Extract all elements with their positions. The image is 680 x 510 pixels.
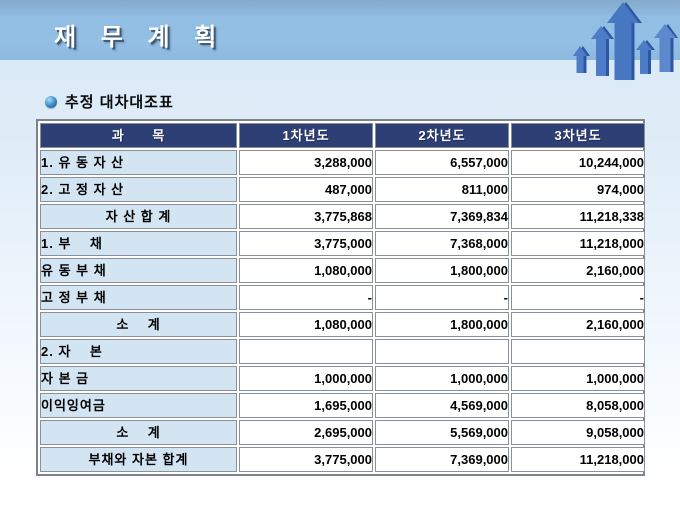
row-label: 이익잉여금 (40, 393, 237, 418)
table-row-liabilities-subtotal: 소 계 1,080,000 1,800,000 2,160,000 (40, 312, 645, 337)
table-row: 고 정 부 채 - - - (40, 285, 645, 310)
cell-value: 1,695,000 (239, 393, 373, 418)
cell-value: 2,160,000 (511, 312, 645, 337)
cell-value: - (239, 285, 373, 310)
cell-value (511, 339, 645, 364)
table-row: 자 본 금 1,000,000 1,000,000 1,000,000 (40, 366, 645, 391)
cell-value (375, 339, 509, 364)
growth-arrows-icon (573, 2, 678, 80)
cell-value: 1,800,000 (375, 312, 509, 337)
row-label: 유 동 부 채 (40, 258, 237, 283)
cell-value: 7,369,000 (375, 447, 509, 472)
table-header-row: 과 목 1차년도 2차년도 3차년도 (40, 123, 645, 148)
sphere-bullet-icon (45, 95, 57, 108)
cell-value: 487,000 (239, 177, 373, 202)
row-label: 소 계 (40, 420, 237, 445)
table-row: 2. 고 정 자 산 487,000 811,000 974,000 (40, 177, 645, 202)
row-label: 2. 자 본 (40, 339, 237, 364)
column-header-year1: 1차년도 (239, 123, 373, 148)
cell-value: 2,160,000 (511, 258, 645, 283)
row-label: 소 계 (40, 312, 237, 337)
table-row: 2. 자 본 (40, 339, 645, 364)
cell-value: 1,000,000 (375, 366, 509, 391)
cell-value: 1,080,000 (239, 258, 373, 283)
table-row: 유 동 부 채 1,080,000 1,800,000 2,160,000 (40, 258, 645, 283)
row-label: 1. 부 채 (40, 231, 237, 256)
cell-value: 2,695,000 (239, 420, 373, 445)
row-label: 1. 유 동 자 산 (40, 150, 237, 175)
row-label: 부채와 자본 합계 (40, 447, 237, 472)
cell-value: - (511, 285, 645, 310)
section-header: 추정 대차대조표 (45, 91, 174, 112)
cell-value: 6,557,000 (375, 150, 509, 175)
cell-value: - (375, 285, 509, 310)
cell-value: 11,218,000 (511, 231, 645, 256)
cell-value: 11,218,000 (511, 447, 645, 472)
page-title: 재 무 계 획 (54, 24, 226, 51)
row-label: 2. 고 정 자 산 (40, 177, 237, 202)
row-label: 고 정 부 채 (40, 285, 237, 310)
cell-value: 7,368,000 (375, 231, 509, 256)
table-row-total-assets: 자 산 합 계 3,775,868 7,369,834 11,218,338 (40, 204, 645, 229)
cell-value: 3,775,000 (239, 231, 373, 256)
cell-value: 1,080,000 (239, 312, 373, 337)
cell-value: 8,058,000 (511, 393, 645, 418)
cell-value: 11,218,338 (511, 204, 645, 229)
column-header-year2: 2차년도 (375, 123, 509, 148)
table-row-capital-subtotal: 소 계 2,695,000 5,569,000 9,058,000 (40, 420, 645, 445)
cell-value: 5,569,000 (375, 420, 509, 445)
table-row-grand-total: 부채와 자본 합계 3,775,000 7,369,000 11,218,000 (40, 447, 645, 472)
cell-value: 4,569,000 (375, 393, 509, 418)
cell-value: 1,000,000 (239, 366, 373, 391)
table-row: 1. 유 동 자 산 3,288,000 6,557,000 10,244,00… (40, 150, 645, 175)
cell-value: 974,000 (511, 177, 645, 202)
column-header-year3: 3차년도 (511, 123, 645, 148)
cell-value (239, 339, 373, 364)
table-row: 이익잉여금 1,695,000 4,569,000 8,058,000 (40, 393, 645, 418)
cell-value: 811,000 (375, 177, 509, 202)
cell-value: 10,244,000 (511, 150, 645, 175)
title-band (0, 0, 680, 60)
table-row: 1. 부 채 3,775,000 7,368,000 11,218,000 (40, 231, 645, 256)
section-title: 추정 대차대조표 (65, 94, 174, 111)
cell-value: 3,775,868 (239, 204, 373, 229)
balance-sheet-table: 과 목 1차년도 2차년도 3차년도 1. 유 동 자 산 3,288,000 … (36, 119, 645, 476)
cell-value: 9,058,000 (511, 420, 645, 445)
cell-value: 7,369,834 (375, 204, 509, 229)
cell-value: 1,800,000 (375, 258, 509, 283)
row-label: 자 본 금 (40, 366, 237, 391)
cell-value: 3,775,000 (239, 447, 373, 472)
cell-value: 1,000,000 (511, 366, 645, 391)
cell-value: 3,288,000 (239, 150, 373, 175)
row-label: 자 산 합 계 (40, 204, 237, 229)
column-header-account: 과 목 (40, 123, 237, 148)
